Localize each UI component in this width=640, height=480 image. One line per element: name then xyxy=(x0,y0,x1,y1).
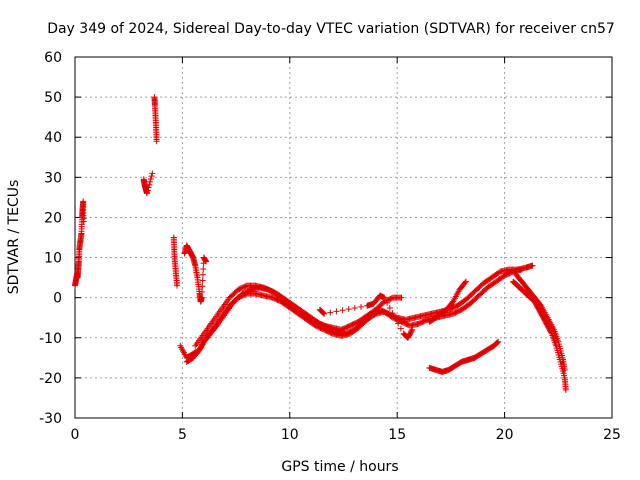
data-point xyxy=(548,329,555,336)
data-point xyxy=(147,176,154,183)
data-point xyxy=(462,279,469,286)
data-point xyxy=(320,310,327,317)
x-tick-label: 0 xyxy=(71,427,80,443)
data-point xyxy=(408,327,415,334)
y-tick-label: -10 xyxy=(39,331,62,347)
data-point xyxy=(145,184,152,191)
data-point xyxy=(462,278,469,285)
data-point xyxy=(200,266,207,273)
data-point xyxy=(392,315,399,322)
data-point xyxy=(149,170,156,177)
y-tick-label: -30 xyxy=(39,411,62,427)
data-point xyxy=(203,258,210,265)
y-tick-label: 0 xyxy=(53,291,62,307)
data-point xyxy=(345,306,352,313)
data-point xyxy=(143,190,150,197)
axis-ticks: 0 5 10 15 20 25 -30 -20 -10 0 10 20 30 40 50 60 xyxy=(39,50,621,443)
y-tick-label: 20 xyxy=(44,210,62,226)
data-point xyxy=(386,304,393,311)
data-point xyxy=(199,283,206,290)
data-point xyxy=(495,338,502,345)
x-tick-label: 10 xyxy=(281,427,299,443)
data-point xyxy=(339,307,346,314)
y-axis-label: SDTVAR / TECUs xyxy=(6,180,22,295)
data-point xyxy=(398,294,405,301)
plot-frame xyxy=(74,56,613,419)
data-point xyxy=(389,310,396,317)
x-tick-label: 25 xyxy=(603,427,621,443)
data-point xyxy=(146,181,153,188)
data-point xyxy=(493,339,500,346)
y-tick-label: -20 xyxy=(39,371,62,387)
y-tick-label: 60 xyxy=(44,50,62,66)
data-point xyxy=(351,304,358,311)
x-tick-label: 15 xyxy=(388,427,406,443)
data-point xyxy=(199,277,206,284)
x-axis-label: GPS time / hours xyxy=(281,459,398,475)
data-point xyxy=(144,187,151,194)
data-point xyxy=(198,294,205,301)
data-point xyxy=(529,262,536,269)
data-point xyxy=(395,320,402,327)
data-point xyxy=(174,282,181,289)
data-point xyxy=(199,271,206,278)
data-point xyxy=(148,173,155,180)
data-point xyxy=(319,309,326,316)
data-point xyxy=(327,309,334,316)
y-tick-label: 50 xyxy=(44,90,62,106)
data-point xyxy=(381,294,388,301)
data-point xyxy=(494,339,501,346)
data-point xyxy=(153,138,160,145)
x-tick-label: 5 xyxy=(178,427,187,443)
data-point xyxy=(357,303,364,310)
grid xyxy=(75,57,612,418)
data-point xyxy=(147,178,154,185)
data-point xyxy=(409,326,416,333)
data-point xyxy=(80,218,87,225)
x-tick-label: 20 xyxy=(496,427,514,443)
y-tick-label: 40 xyxy=(44,130,62,146)
y-tick-label: 10 xyxy=(44,251,62,267)
data-point xyxy=(561,366,568,373)
data-point xyxy=(384,299,391,306)
data-points xyxy=(72,94,569,393)
chart-title: Day 349 of 2024, Sidereal Day-to-day VTE… xyxy=(47,21,615,37)
data-point xyxy=(397,325,404,332)
data-point xyxy=(199,288,206,295)
y-tick-label: 30 xyxy=(44,170,62,186)
data-point xyxy=(562,386,569,393)
data-point xyxy=(333,308,340,315)
data-point xyxy=(321,310,328,317)
data-point xyxy=(518,266,525,273)
